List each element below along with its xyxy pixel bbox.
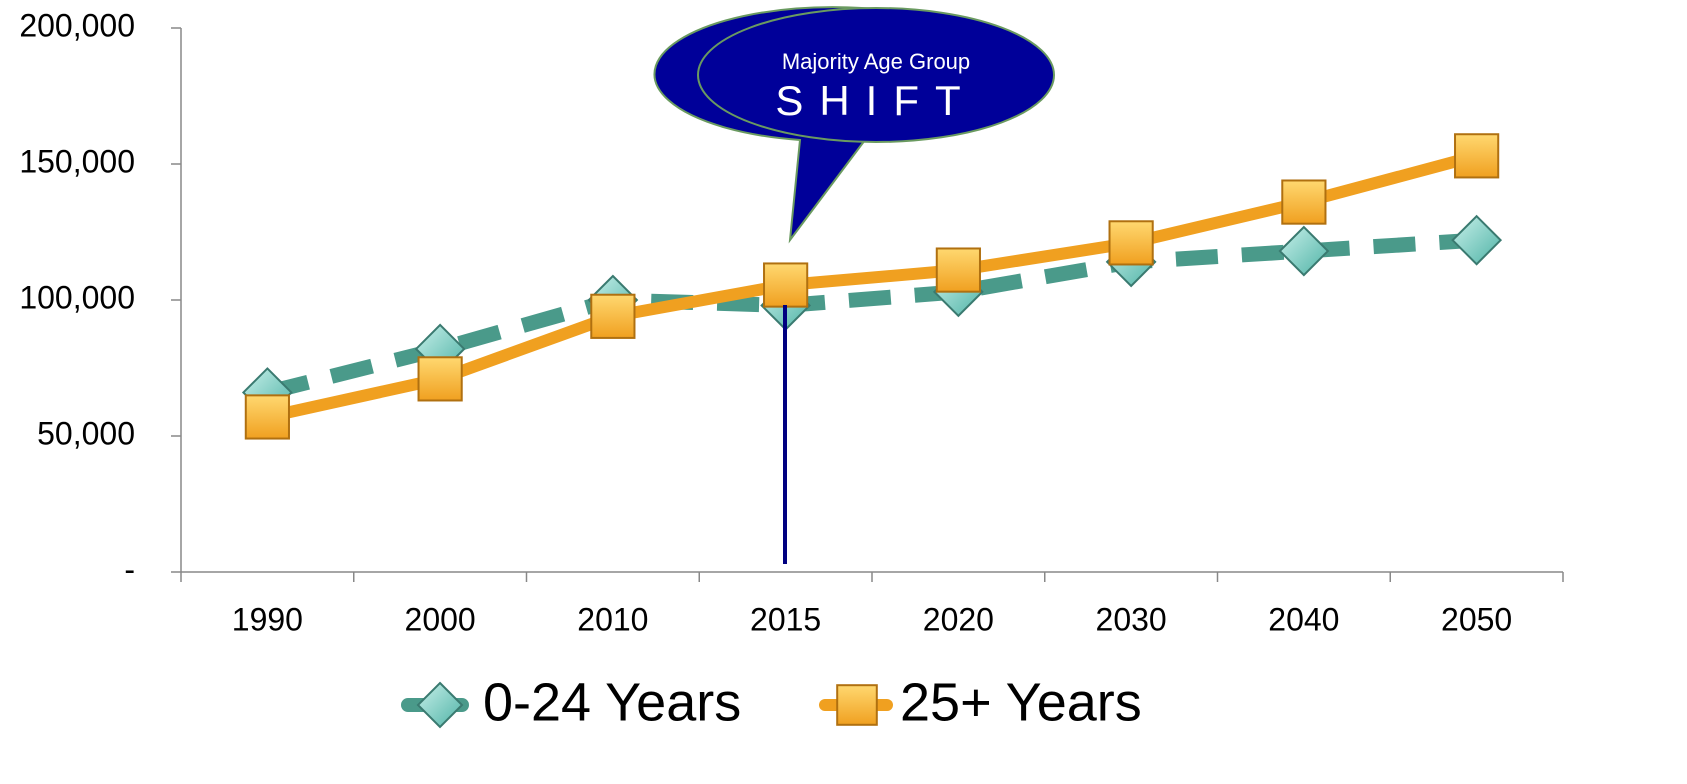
square-marker [763, 262, 809, 308]
square-marker [1281, 179, 1327, 225]
legend-label: 0-24 Years [483, 672, 741, 732]
callout-text: SHIFT [775, 77, 976, 124]
y-tick-label: 200,000 [19, 7, 135, 43]
y-tick-label: - [124, 551, 135, 587]
square-marker [1454, 133, 1500, 179]
x-tick-label: 2015 [750, 601, 821, 637]
y-tick-label: 100,000 [19, 279, 135, 315]
diamond-marker [1278, 225, 1330, 277]
x-tick-label: 2050 [1441, 601, 1512, 637]
x-tick-label: 1990 [232, 601, 303, 637]
x-tick-label: 2000 [405, 601, 476, 637]
square-marker [1108, 220, 1154, 266]
square-marker [417, 356, 463, 402]
x-tick-label: 2030 [1096, 601, 1167, 637]
y-tick-label: 50,000 [37, 415, 135, 451]
diamond-marker [416, 681, 464, 729]
plot-area: - 50,000 100,000 150,000 200,000 1990 2000 2010… [19, 7, 1564, 637]
callout [697, 7, 1055, 143]
x-tick-label: 2010 [577, 601, 648, 637]
square-marker [244, 394, 290, 440]
callout-text: Majority Age Group [782, 49, 970, 74]
square-marker [836, 684, 878, 726]
legend-label: 25+ Years [900, 672, 1142, 732]
square-marker [590, 293, 636, 339]
series-line [266, 150, 1479, 423]
square-marker [935, 247, 981, 293]
y-tick-label: 150,000 [19, 143, 135, 179]
diamond-marker [1451, 214, 1503, 266]
series-line [265, 232, 1478, 400]
x-tick-label: 2020 [923, 601, 994, 637]
x-tick-label: 2040 [1268, 601, 1339, 637]
